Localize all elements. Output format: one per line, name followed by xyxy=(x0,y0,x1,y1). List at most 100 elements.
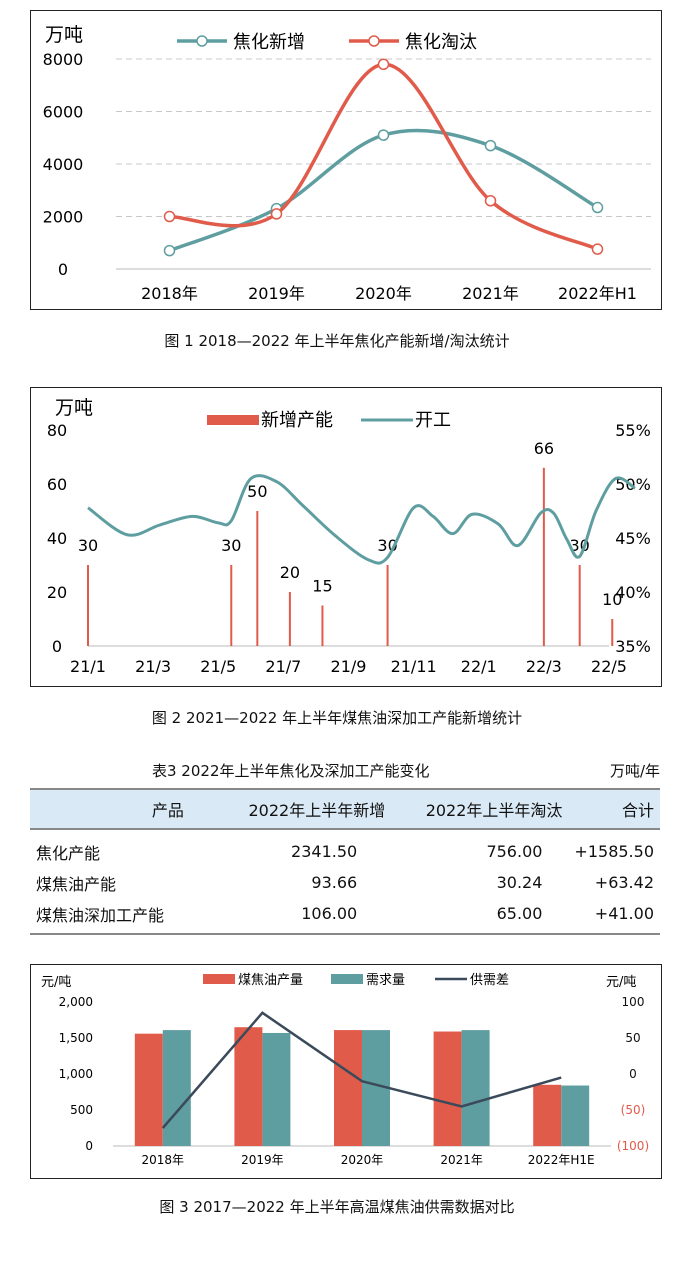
figure3-bar xyxy=(433,1031,462,1146)
figure2-caption: 图 2 2021—2022 年上半年煤焦油深加工产能新增统计 xyxy=(151,709,523,727)
figure3-bar xyxy=(262,1032,291,1146)
figure2-y2tick-label: 40% xyxy=(615,583,651,602)
table-row: 煤焦油产能 93.66 30.24 +63.42 xyxy=(30,867,660,898)
table3-cell-removed: 30.24 xyxy=(496,873,543,892)
figure2-bar xyxy=(542,467,545,646)
figure3-legend-label: 供需差 xyxy=(470,973,509,988)
table3: 产品 2022年上半年新增 2022年上半年淘汰 合计 焦化产能 2341.50… xyxy=(30,788,660,935)
figure1-xtick-label: 2018年 xyxy=(141,284,198,303)
figure1-panel: 万吨 0 2000 4000 6000 8000 2018年 2019年 2020年 2021年 2… xyxy=(30,10,662,310)
figure3-series-line xyxy=(161,1011,562,1129)
figure2-y2tick-label: 35% xyxy=(615,637,651,656)
figure2-bar xyxy=(611,619,614,646)
figure2-legend-swatch xyxy=(207,415,259,425)
figure2-ytick-label: 0 xyxy=(52,637,62,656)
figure2-bar xyxy=(256,511,259,646)
table3-header-total: 合计 xyxy=(568,788,660,830)
figure3-xtick-label: 2022年H1E xyxy=(528,1153,595,1167)
figure1-data-point xyxy=(484,195,497,207)
figure3-legend-swatch xyxy=(331,974,363,984)
figure3-y2tick-label: (100) xyxy=(617,1139,649,1153)
figure1-ytick-label: 6000 xyxy=(43,103,84,122)
figure2-data-label: 30 xyxy=(78,536,98,555)
figure1-data-point xyxy=(163,210,176,223)
figure2-y2tick-label: 55% xyxy=(615,421,651,440)
figure2-ytick-label: 40 xyxy=(47,529,67,548)
figure2-xtick-label: 22/5 xyxy=(591,657,627,676)
figure1-chart: 万吨 0 2000 4000 6000 8000 2018年 2019年 2020年 2021年 2… xyxy=(43,24,651,303)
figure3-bar xyxy=(561,1085,590,1146)
figure2-bar xyxy=(386,565,389,646)
figure3-y2tick-label: (50) xyxy=(621,1103,646,1117)
figure2-data-label: 30 xyxy=(221,536,241,555)
figure3-bar xyxy=(234,1027,263,1146)
figure3-bar xyxy=(162,1030,191,1146)
figure2-ytick-label: 20 xyxy=(47,583,67,602)
figure3-legend-label: 煤焦油产量 xyxy=(238,973,303,988)
figure1-xtick-label: 2019年 xyxy=(248,284,305,303)
figure3-ytick-label: 1,500 xyxy=(59,1031,93,1045)
figure3-caption: 图 3 2017—2022 年上半年高温煤焦油供需数据对比 xyxy=(159,1198,515,1216)
figure2-ytick-label: 80 xyxy=(47,421,67,440)
figure1-ytick-label: 4000 xyxy=(43,155,84,174)
table3-header-removed: 2022年上半年淘汰 xyxy=(391,788,569,830)
figure2-xtick-label: 21/11 xyxy=(391,657,437,676)
figure3-y2tick-label: 100 xyxy=(622,995,645,1009)
table-row: 焦化产能 2341.50 756.00 +1585.50 xyxy=(30,829,660,867)
figure2-bar xyxy=(578,565,581,646)
figure1-xtick-label: 2022年H1 xyxy=(558,284,637,303)
figure2-bar xyxy=(288,592,291,646)
table3-cell-product: 煤焦油产能 xyxy=(36,874,117,894)
figure2-ytick-label: 60 xyxy=(47,475,67,494)
figure2-data-label: 15 xyxy=(312,577,332,596)
figure1-xtick-label: 2020年 xyxy=(355,284,412,303)
figure1-ytick-label: 2000 xyxy=(43,208,84,227)
figure2-unit-label: 万吨 xyxy=(55,397,93,419)
figure2-legend-label: 新增产能 xyxy=(261,410,333,431)
figure3-ytick-label: 1,000 xyxy=(59,1067,93,1081)
figure2-data-label: 20 xyxy=(280,563,300,582)
figure2-panel: 万吨 0 20 40 60 80 35% 40% 45% 50% 55% 21/1 21/3 21/5 21… xyxy=(30,387,662,687)
figure3-legend-label: 需求量 xyxy=(366,973,405,988)
figure3-ylabel: 元/吨 xyxy=(41,975,71,990)
figure3-bar xyxy=(461,1030,490,1146)
figure1-ytick-label: 0 xyxy=(58,260,68,279)
figure2-bar xyxy=(321,605,324,646)
table3-cell-removed: 756.00 xyxy=(486,842,543,861)
figure3-xtick-label: 2021年 xyxy=(440,1153,483,1167)
figure1-data-point xyxy=(270,208,283,220)
figure3-legend-swatch xyxy=(203,974,235,984)
figure3-panel: 元/吨 元/吨 0 500 1,000 1,500 2,000 (100) (50) 0 50 100… xyxy=(30,964,662,1179)
figure1-caption: 图 1 2018—2022 年上半年焦化产能新增/淘汰统计 xyxy=(164,332,510,350)
figure2-legend-label: 开工 xyxy=(415,410,451,431)
figure3-xtick-label: 2018年 xyxy=(142,1153,185,1167)
figure2-data-label: 10 xyxy=(602,590,622,609)
figure2-xtick-label: 21/9 xyxy=(331,657,367,676)
figure1-legend-label: 焦化新增 xyxy=(233,32,305,53)
table3-header-product: 产品 xyxy=(30,788,218,830)
table3-cell-added: 2341.50 xyxy=(291,842,358,861)
figure3-ytick-label: 2,000 xyxy=(59,995,93,1009)
table3-cell-added: 93.66 xyxy=(311,873,358,892)
figure1-legend-marker xyxy=(196,35,208,47)
table3-cell-total: +41.00 xyxy=(568,898,660,935)
table3-cell-removed: 65.00 xyxy=(391,898,569,935)
figure2-bar xyxy=(230,565,233,646)
figure3-xtick-label: 2020年 xyxy=(341,1153,384,1167)
figure2-xtick-label: 21/1 xyxy=(70,657,106,676)
figure1-data-point xyxy=(591,243,604,255)
figure1-legend-marker xyxy=(368,35,380,47)
figure2-xtick-label: 22/1 xyxy=(461,657,497,676)
figure2-xtick-label: 21/5 xyxy=(200,657,236,676)
figure3-xtick-label: 2019年 xyxy=(241,1153,284,1167)
figure3-y2tick-label: 50 xyxy=(625,1031,640,1045)
figure1-series-line xyxy=(168,128,599,253)
table3-header-added: 2022年上半年新增 xyxy=(217,788,392,830)
table3-header-row: 产品 2022年上半年新增 2022年上半年淘汰 合计 xyxy=(30,788,660,830)
figure1-data-point xyxy=(484,139,497,152)
table3-cell-total: +63.42 xyxy=(594,873,654,892)
table3-cell-added: 106.00 xyxy=(217,898,392,935)
figure2-bar xyxy=(87,565,89,646)
figure2-xtick-label: 21/3 xyxy=(135,657,171,676)
figure2-data-label: 50 xyxy=(247,482,267,501)
